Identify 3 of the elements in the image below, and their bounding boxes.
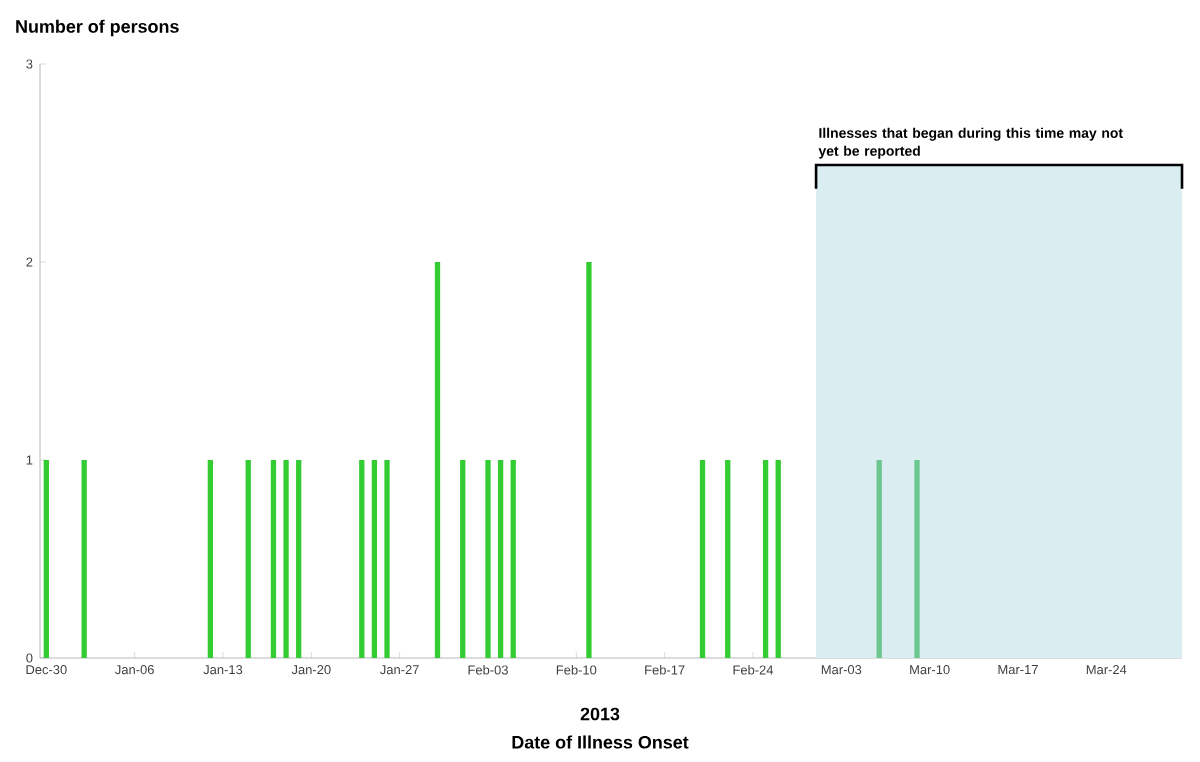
y-axis-title: Number of persons bbox=[16, 19, 179, 37]
x-axis-title: Date of Illness Onset bbox=[512, 735, 689, 749]
text: 2013 bbox=[580, 707, 620, 721]
